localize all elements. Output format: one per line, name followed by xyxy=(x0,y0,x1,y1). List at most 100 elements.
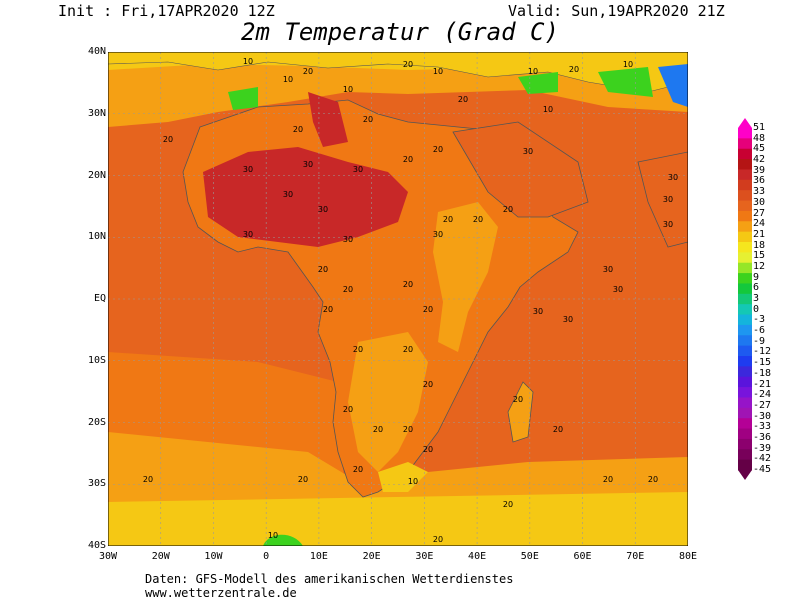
isotherm-label: 20 xyxy=(423,305,433,314)
colorbar-label: -15 xyxy=(753,357,772,369)
colorbar-swatch xyxy=(738,356,752,367)
longitude-label: 80E xyxy=(678,551,698,562)
longitude-label: 30W xyxy=(98,551,118,562)
isotherm-label: 10 xyxy=(243,57,253,66)
colorbar-swatch xyxy=(738,159,752,170)
isotherm-label: 20 xyxy=(303,67,313,76)
colorbar-swatch xyxy=(738,221,752,233)
isotherm-label: 30 xyxy=(523,147,533,156)
colorbar-swatch xyxy=(738,179,752,191)
isotherm-label: 30 xyxy=(353,165,363,174)
iran-cold-spot xyxy=(598,67,653,97)
colorbar-swatch xyxy=(738,366,752,378)
colorbar-swatch xyxy=(738,242,752,253)
colorbar-label: -12 xyxy=(753,346,772,358)
colorbar-label: -33 xyxy=(753,421,772,433)
color-scale-bar xyxy=(738,118,752,480)
isotherm-label: 10 xyxy=(543,105,553,114)
isotherm-label: 20 xyxy=(433,145,443,154)
colorbar-label: -9 xyxy=(753,335,766,347)
isotherm-label: 10 xyxy=(528,67,538,76)
colorbar-label: 27 xyxy=(753,207,766,219)
colorbar-swatch xyxy=(738,345,752,357)
isotherm-label: 20 xyxy=(343,285,353,294)
colorbar-swatch xyxy=(738,387,752,398)
colorbar-top-arrow xyxy=(738,118,752,128)
isotherm-label: 30 xyxy=(663,220,673,229)
colorbar-swatch xyxy=(738,293,752,305)
map-title: 2m Temperatur (Grad C) xyxy=(241,18,559,46)
latitude-label: 30S xyxy=(87,478,106,490)
isotherm-label: 20 xyxy=(513,395,523,404)
colorbar-swatch xyxy=(738,200,752,212)
isotherm-label: 20 xyxy=(353,465,363,474)
colorbar-label: -18 xyxy=(753,367,772,379)
colorbar-swatch xyxy=(738,459,752,471)
colorbar-label: 33 xyxy=(753,186,766,198)
isotherm-label: 20 xyxy=(473,215,483,224)
isotherm-label: 10 xyxy=(268,531,278,540)
longitude-label: 50E xyxy=(520,551,539,562)
colorbar-swatch xyxy=(738,314,752,326)
grid-lines xyxy=(108,52,688,546)
colorbar-label: 42 xyxy=(753,154,766,166)
sahel-hot-zone xyxy=(203,147,408,247)
libya-hot-zone xyxy=(308,92,348,147)
colorbar-swatch xyxy=(738,283,752,295)
isotherm-label: 20 xyxy=(298,475,308,484)
colorbar-swatch xyxy=(738,190,752,202)
isotherm-label: 10 xyxy=(623,60,633,69)
longitude-label: 60E xyxy=(573,551,592,562)
south-africa-plateau xyxy=(348,332,428,472)
colorbar-swatch xyxy=(738,252,752,264)
latitude-label: 10S xyxy=(87,354,106,366)
isotherm-label: 20 xyxy=(318,265,328,274)
isotherm-label: 20 xyxy=(143,475,153,484)
isotherm-label: 30 xyxy=(283,190,293,199)
south-cooler-band xyxy=(108,492,688,546)
isotherm-label: 20 xyxy=(458,95,468,104)
levant-cold-spot xyxy=(518,72,558,94)
colorbar-swatch xyxy=(738,397,752,409)
east-africa-highlands xyxy=(433,202,498,352)
longitude-label: 10W xyxy=(204,551,223,562)
colorbar-label: -6 xyxy=(753,325,766,337)
isotherm-label: 20 xyxy=(293,125,303,134)
longitude-label: 70E xyxy=(626,551,645,562)
colorbar-swatch xyxy=(738,210,752,222)
isotherm-label: 20 xyxy=(403,60,413,69)
colorbar-label: 15 xyxy=(753,250,766,262)
colorbar-label: -42 xyxy=(753,453,772,465)
colorbar-label: 12 xyxy=(753,260,766,272)
isotherm-label: 20 xyxy=(553,425,563,434)
colorbar-label: 24 xyxy=(753,218,766,230)
india xyxy=(637,151,688,248)
colorbar-label: 6 xyxy=(753,282,760,294)
colorbar-label: 18 xyxy=(753,239,766,251)
isotherm-label: 20 xyxy=(163,135,173,144)
colorbar-label: 51 xyxy=(753,122,766,133)
isotherm-label: 20 xyxy=(648,475,658,484)
temperature-map: 10 10 10 20 20 10 10 10 20 20 10 20 20 20 30 30 30 30 30 30… xyxy=(108,52,688,546)
colorbar-label: 0 xyxy=(753,303,760,315)
latitude-label: 10N xyxy=(87,231,106,243)
colorbar-label: -30 xyxy=(753,410,772,422)
isotherm-label: 20 xyxy=(323,305,333,314)
isotherm-label: 20 xyxy=(433,535,443,544)
colorbar-label: -36 xyxy=(753,431,772,443)
colorbar-swatch xyxy=(738,138,752,150)
isotherm-label: 30 xyxy=(563,315,573,324)
isotherm-label: 10 xyxy=(408,477,418,486)
colorbar-label: 21 xyxy=(753,228,766,240)
colorbar-swatch xyxy=(738,324,752,336)
colorbar-swatch xyxy=(738,304,752,316)
latitude-label: EQ xyxy=(93,293,106,304)
isotherm-label: 10 xyxy=(283,75,293,84)
init-time: Init : Fri,17APR2020 12Z xyxy=(58,2,275,20)
isotherm-label: 20 xyxy=(403,425,413,434)
longitude-label: 0 xyxy=(263,551,270,562)
colorbar-swatch xyxy=(738,428,752,440)
longitude-label: 40E xyxy=(468,551,487,562)
latitude-label: 20S xyxy=(87,416,106,428)
isotherm-labels: 10 10 10 20 20 10 10 10 20 20 10 20 20 20 30 30 30 30 30 30… xyxy=(143,57,678,544)
